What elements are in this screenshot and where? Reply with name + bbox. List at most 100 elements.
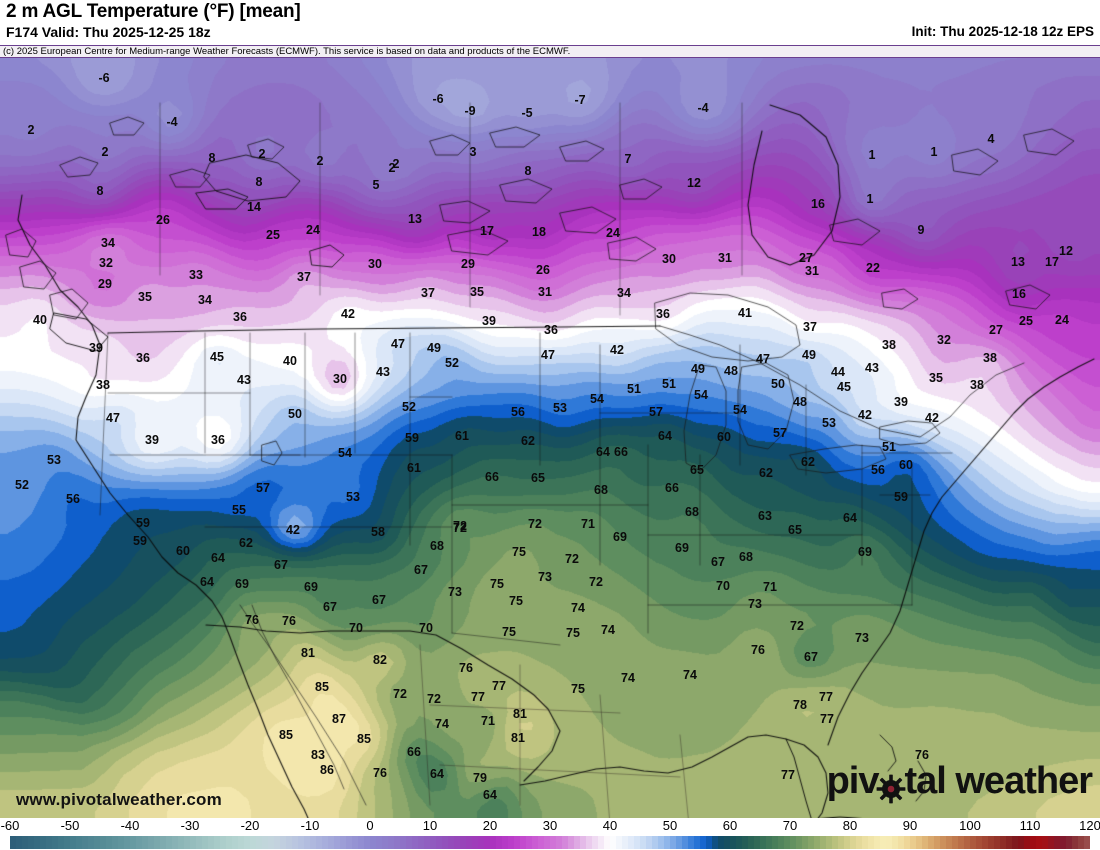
colorbar-segment xyxy=(46,836,52,849)
temperature-value-label: 24 xyxy=(606,226,620,240)
colorbar-segment xyxy=(148,836,154,849)
colorbar-segment xyxy=(910,836,916,849)
temperature-value-label: 17 xyxy=(1045,255,1059,269)
temperature-heatmap-canvas[interactable] xyxy=(0,45,1100,818)
page-title: 2 m AGL Temperature (°F) [mean] xyxy=(6,1,301,22)
temperature-value-label: 87 xyxy=(332,712,346,726)
colorbar-segment xyxy=(508,836,514,849)
colorbar-segment xyxy=(736,836,742,849)
temperature-value-label: 29 xyxy=(461,257,475,271)
colorbar-segment xyxy=(550,836,556,849)
temperature-value-label: 26 xyxy=(156,213,170,227)
temperature-value-label: 72 xyxy=(528,517,542,531)
temperature-value-label: 69 xyxy=(235,577,249,591)
temperature-value-label: 45 xyxy=(210,350,224,364)
colorbar-segment xyxy=(250,836,256,849)
temperature-value-label: 71 xyxy=(763,580,777,594)
temperature-value-label: 51 xyxy=(627,382,641,396)
colorbar-tick: 20 xyxy=(482,818,498,833)
colorbar-segment xyxy=(28,836,34,849)
colorbar-segment xyxy=(112,836,118,849)
temperature-value-label: 27 xyxy=(989,323,1003,337)
colorbar-segment xyxy=(616,836,622,849)
temperature-map[interactable]: -6 2 2 -4 8 2 2 2 8 8 5 14 26 25 24 13 -9 -6 -5 -7 -4 3 8 2 7 12 1… xyxy=(0,45,1100,818)
colorbar-segment xyxy=(964,836,970,849)
temperature-value-label: 35 xyxy=(138,290,152,304)
colorbar-segment xyxy=(34,836,40,849)
colorbar-segment xyxy=(406,836,412,849)
colorbar-segment xyxy=(856,836,862,849)
temperature-value-label: 74 xyxy=(435,717,449,731)
temperature-value-label: 34 xyxy=(101,236,115,250)
colorbar-segment xyxy=(322,836,328,849)
temperature-value-label: 71 xyxy=(481,714,495,728)
colorbar-segment xyxy=(1024,836,1030,849)
temperature-value-label: 37 xyxy=(297,270,311,284)
colorbar-segment xyxy=(16,836,22,849)
temperature-value-label: 66 xyxy=(485,470,499,484)
temperature-value-label: 24 xyxy=(1055,313,1069,327)
colorbar-segment xyxy=(1000,836,1006,849)
colorbar-segment xyxy=(316,836,322,849)
colorbar-segment xyxy=(904,836,910,849)
colorbar-segment xyxy=(376,836,382,849)
temperature-value-label: 68 xyxy=(430,539,444,553)
temperature-value-label: 32 xyxy=(99,256,113,270)
colorbar-segment xyxy=(778,836,784,849)
temperature-value-label: 25 xyxy=(1019,314,1033,328)
colorbar-segment xyxy=(682,836,688,849)
temperature-value-label: 27 xyxy=(799,251,813,265)
temperature-value-label: 38 xyxy=(970,378,984,392)
temperature-value-label: 8 xyxy=(524,164,532,178)
colorbar-segment xyxy=(946,836,952,849)
temperature-value-label: 30 xyxy=(368,257,382,271)
temperature-value-label: 41 xyxy=(738,306,752,320)
temperature-value-label: 76 xyxy=(915,748,929,762)
colorbar-segment xyxy=(412,836,418,849)
colorbar-segment xyxy=(592,836,598,849)
temperature-value-label: 74 xyxy=(621,671,635,685)
colorbar-segment xyxy=(820,836,826,849)
temperature-value-label: 42 xyxy=(858,408,872,422)
temperature-value-label: 39 xyxy=(482,314,496,328)
colorbar-segment xyxy=(490,836,496,849)
temperature-value-label: 42 xyxy=(610,343,624,357)
colorbar-gradient[interactable] xyxy=(10,836,1090,849)
temperature-value-label: 65 xyxy=(788,523,802,537)
temperature-value-label: 32 xyxy=(937,333,951,347)
temperature-value-label: -9 xyxy=(464,104,476,118)
temperature-value-label: 83 xyxy=(311,748,325,762)
colorbar-segment xyxy=(844,836,850,849)
temperature-value-label: 13 xyxy=(1011,255,1025,269)
temperature-value-label: 68 xyxy=(594,483,608,497)
colorbar-segment xyxy=(196,836,202,849)
temperature-value-label: 31 xyxy=(805,264,819,278)
colorbar-segment xyxy=(586,836,592,849)
colorbar-segment xyxy=(652,836,658,849)
colorbar-segment xyxy=(1054,836,1060,849)
website-watermark: www.pivotalweather.com xyxy=(16,790,222,809)
temperature-value-label: 1 xyxy=(930,145,938,159)
temperature-value-label: 36 xyxy=(136,351,150,365)
colorbar-segment xyxy=(124,836,130,849)
colorbar-segment xyxy=(364,836,370,849)
colorbar-segment xyxy=(850,836,856,849)
temperature-value-label: 2 xyxy=(101,145,109,159)
temperature-value-label: 1 xyxy=(868,148,876,162)
colorbar-segment xyxy=(880,836,886,849)
colorbar-segment xyxy=(334,836,340,849)
colorbar-segment xyxy=(298,836,304,849)
temperature-value-label: 57 xyxy=(649,405,663,419)
temperature-value-label: 70 xyxy=(419,621,433,635)
temperature-value-label: 39 xyxy=(145,433,159,447)
colorbar-segment xyxy=(214,836,220,849)
temperature-value-label: 64 xyxy=(430,767,444,781)
temperature-value-label: 2 xyxy=(258,147,266,161)
temperature-value-label: 67 xyxy=(274,558,288,572)
temperature-value-label: 43 xyxy=(376,365,390,379)
temperature-value-label: 77 xyxy=(492,679,506,693)
colorbar-segment xyxy=(76,836,82,849)
temperature-value-label: 54 xyxy=(733,403,747,417)
colorbar-segment xyxy=(430,836,436,849)
colorbar-segment xyxy=(136,836,142,849)
